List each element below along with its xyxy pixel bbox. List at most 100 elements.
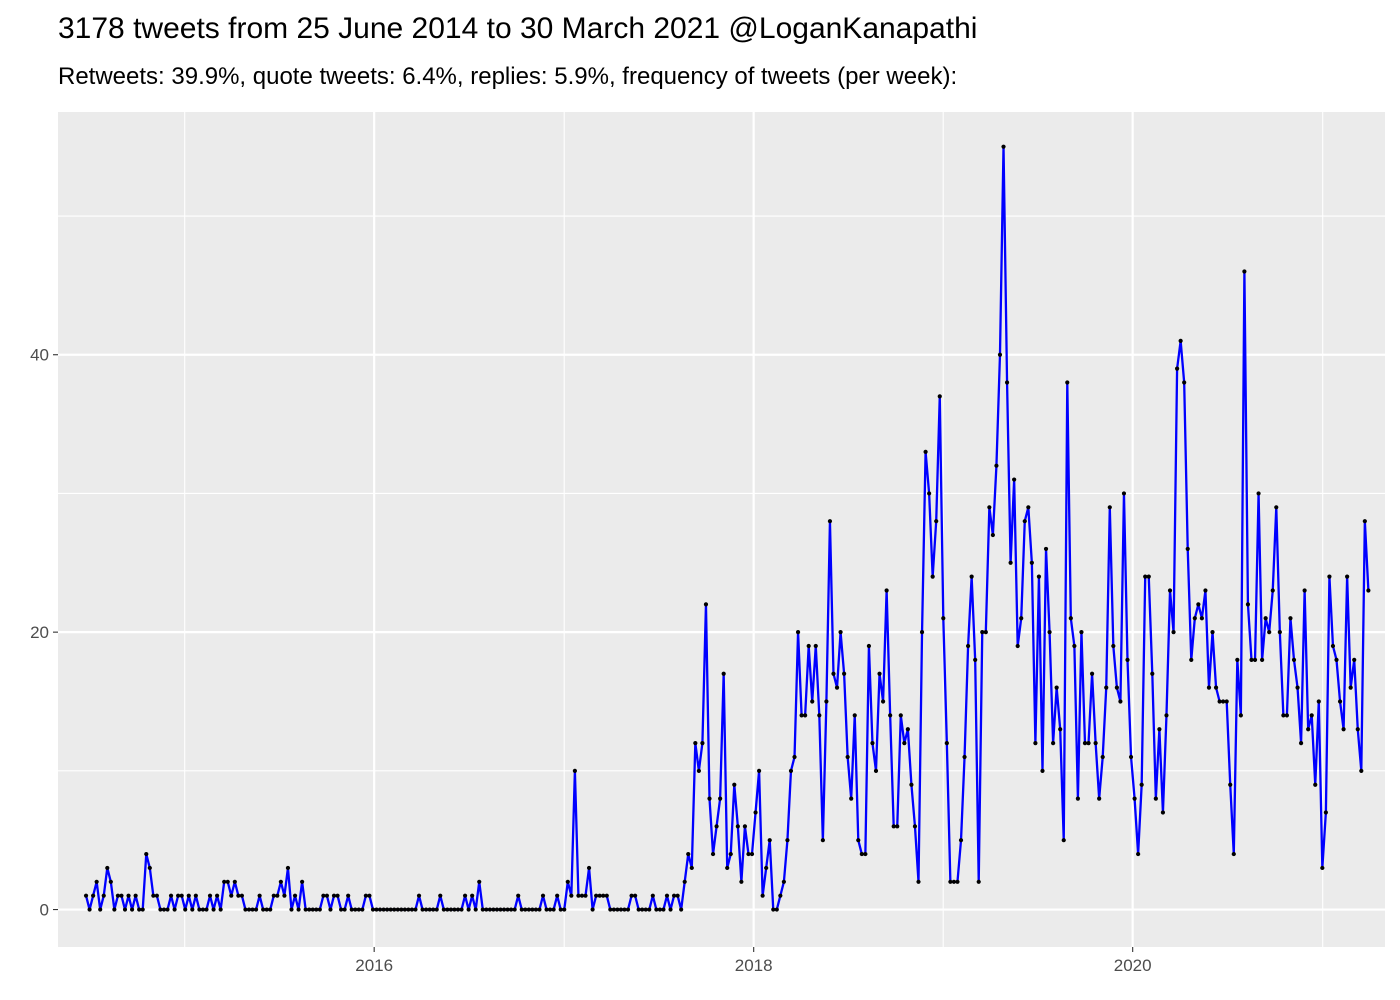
data-point (838, 630, 843, 635)
data-point (1256, 491, 1261, 496)
data-point (618, 907, 624, 912)
data-point (448, 907, 453, 912)
data-point (232, 879, 237, 884)
data-point (919, 630, 925, 635)
data-point (207, 893, 213, 898)
data-point (629, 893, 634, 898)
data-point (91, 893, 96, 898)
data-point (778, 893, 783, 898)
data-point (1040, 768, 1045, 773)
data-point (1132, 796, 1137, 801)
data-point (859, 851, 864, 857)
data-point (728, 851, 733, 857)
y-tick-label: 20 (30, 623, 49, 642)
data-point (622, 907, 627, 912)
data-point (409, 907, 415, 912)
data-point (112, 907, 117, 912)
data-point (431, 907, 436, 912)
data-point (863, 851, 868, 857)
data-point (519, 907, 524, 912)
data-point (753, 810, 758, 815)
data-point (569, 893, 574, 898)
plot-background (58, 112, 1385, 947)
data-point (785, 838, 790, 843)
chart-subtitle: Retweets: 39.9%, quote tweets: 6.4%, rep… (58, 63, 958, 90)
data-point (1245, 602, 1251, 607)
data-point (1079, 630, 1084, 635)
data-point (197, 907, 202, 912)
data-point (1178, 338, 1183, 343)
data-point (314, 907, 319, 912)
data-point (923, 449, 928, 454)
data-point (509, 907, 514, 912)
data-point (1058, 727, 1063, 732)
data-point (176, 893, 181, 898)
data-point (229, 893, 234, 898)
data-point (1051, 741, 1056, 746)
data-point (1228, 782, 1233, 787)
data-point (675, 893, 680, 898)
data-point (246, 907, 252, 912)
data-point (480, 907, 485, 912)
data-point (144, 851, 149, 857)
data-point (866, 643, 872, 649)
data-point (222, 879, 227, 884)
data-point (572, 768, 577, 773)
data-point (452, 907, 457, 912)
x-tick-label: 2020 (1114, 956, 1152, 975)
data-point (1284, 713, 1290, 718)
data-point (303, 907, 308, 912)
data-point (895, 824, 900, 829)
data-point (579, 893, 585, 898)
data-point (140, 907, 145, 912)
data-point (565, 879, 570, 884)
data-point (1111, 643, 1116, 649)
data-point (1075, 796, 1081, 801)
data-point (1274, 505, 1279, 510)
data-point (1267, 630, 1272, 635)
data-point (253, 907, 259, 912)
data-point (1224, 699, 1229, 704)
data-point (1139, 782, 1144, 787)
data-point (650, 893, 655, 898)
data-point (296, 907, 301, 912)
data-point (1345, 574, 1350, 579)
data-point (941, 616, 946, 621)
data-point (973, 657, 978, 662)
data-point (771, 907, 776, 912)
data-point (466, 907, 471, 912)
data-point (870, 741, 875, 746)
data-point (898, 713, 903, 718)
data-point (377, 907, 383, 912)
data-point (1217, 699, 1222, 704)
data-point (211, 907, 216, 912)
data-point (285, 865, 291, 871)
data-point (275, 893, 280, 898)
data-point (1175, 366, 1180, 371)
data-point (643, 907, 648, 912)
data-point (473, 907, 478, 912)
data-point (594, 893, 599, 898)
data-point (292, 893, 298, 898)
data-point (399, 907, 404, 912)
data-point (976, 879, 981, 884)
data-point (657, 907, 663, 912)
data-point (739, 879, 744, 884)
data-point (342, 907, 347, 912)
data-point (1306, 727, 1311, 732)
data-point (1022, 519, 1027, 524)
data-point (1341, 727, 1346, 732)
data-point (1235, 657, 1240, 662)
data-point (576, 893, 581, 898)
data-point (1125, 657, 1130, 662)
data-point (434, 907, 439, 912)
data-point (455, 907, 461, 912)
data-point (1206, 685, 1212, 690)
data-point (1313, 782, 1318, 787)
x-tick-label: 2016 (355, 956, 393, 975)
data-point (300, 879, 305, 884)
data-point (1136, 851, 1141, 857)
data-point (1043, 546, 1049, 552)
data-point (795, 630, 801, 635)
